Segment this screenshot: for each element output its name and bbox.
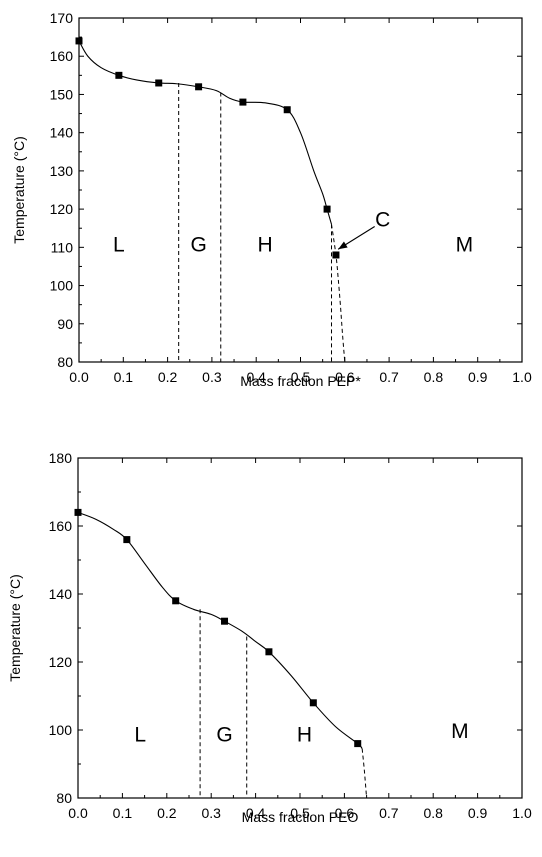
x-tick-label: 0.7 [379,805,399,821]
region-label: L [113,234,125,257]
x-tick-label: 0.2 [157,805,177,821]
x-tick-label: 0.9 [468,805,488,821]
data-point [265,648,273,656]
x-tick-label: 0.4 [246,805,266,821]
data-point [323,205,331,213]
x-tick-label: 0.7 [379,369,399,385]
y-tick-label: 110 [51,239,74,255]
data-point [309,699,317,707]
y-tick-label: 180 [49,450,73,466]
x-axis-title: Mass fraction PEO [242,809,359,825]
y-axis-title: Temperature (°C) [11,136,27,244]
data-point [74,508,82,516]
data-point [155,79,163,87]
data-point [354,740,362,748]
x-tick-label: 0.1 [114,369,134,385]
region-label: G [216,723,232,746]
x-tick-label: 1.0 [512,805,532,821]
data-point [332,251,340,259]
y-tick-label: 170 [50,10,74,26]
region-label: M [456,234,474,257]
x-tick-label: 0.6 [335,369,355,385]
data-point [195,83,203,91]
y-tick-label: 100 [49,722,73,738]
data-point [75,37,83,45]
plot-frame [78,17,523,363]
region-label: M [451,720,469,743]
y-tick-label: 160 [49,518,73,534]
x-tick-label: 0.3 [202,369,222,385]
x-tick-label: 0.0 [68,805,88,821]
x-tick-label: 0.5 [291,369,311,385]
y-tick-label: 90 [57,316,73,332]
transition-curve-dashed [361,748,368,799]
region-label: H [257,234,272,257]
annotation-arrowhead [338,241,348,250]
x-tick-label: 0.0 [69,369,89,385]
x-tick-label: 0.3 [201,805,221,821]
transition-curve [77,511,363,750]
x-tick-label: 0.1 [113,805,133,821]
y-tick-label: 80 [57,354,73,370]
x-tick-label: 0.6 [335,805,355,821]
x-tick-label: 0.5 [290,805,310,821]
x-tick-label: 0.4 [246,369,266,385]
y-tick-label: 160 [50,48,74,64]
data-point [172,597,180,605]
x-tick-label: 0.2 [158,369,178,385]
y-tick-label: 120 [49,654,73,670]
transition-curve [78,40,333,225]
region-label: H [297,723,312,746]
region-label: G [190,234,206,257]
region-label: L [134,723,146,746]
y-tick-label: 150 [50,86,74,102]
data-point [123,536,131,544]
y-tick-label: 140 [49,586,73,602]
y-tick-label: 130 [50,163,74,179]
x-tick-label: 0.8 [423,805,443,821]
x-tick-label: 0.8 [424,369,444,385]
x-axis-title: Mass fraction PEP* [240,373,361,389]
x-tick-label: 1.0 [512,369,532,385]
phase-diagram-peo: 0.0 0.1 0.2 0.3 0.4 0.5 0.6 0.7 0.8 0.9 1.0 80 100 12… [7,450,532,825]
y-axis-title: Temperature (°C) [7,574,23,682]
y-tick-label: 120 [50,201,74,217]
y-tick-label: 100 [50,278,74,294]
data-point [221,617,229,625]
y-tick-label: 80 [56,790,72,806]
y-tick-label: 140 [50,125,74,141]
x-tick-label: 0.9 [468,369,488,385]
data-point [283,106,291,114]
plot-frame [77,457,523,799]
annotation-label: C [375,208,390,231]
phase-diagram-pep: 0.0 0.1 0.2 0.3 0.4 0.5 0.6 0.7 0.8 0.9 1.0 80 90 100… [11,10,532,389]
data-point [115,71,123,79]
data-point [239,98,247,106]
